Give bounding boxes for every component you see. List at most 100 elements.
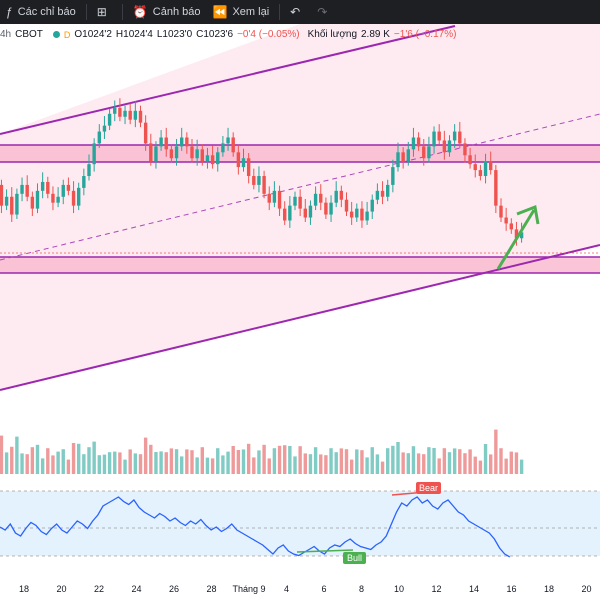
volume-bar <box>293 456 297 474</box>
volume-bar <box>82 454 86 474</box>
candle <box>344 199 349 212</box>
candle <box>324 202 328 215</box>
volume-bar <box>283 445 287 474</box>
volume-bar <box>149 444 153 474</box>
candle <box>190 146 194 159</box>
candle <box>313 193 318 206</box>
volume-bar <box>437 458 441 474</box>
volume-bar <box>123 459 127 474</box>
volume-bar <box>138 454 143 474</box>
candle <box>138 110 143 123</box>
volume-bar <box>478 460 483 474</box>
toolbar-divider <box>85 4 87 20</box>
candle <box>82 176 86 188</box>
price-chart[interactable]: Bear Bull 18 20 22 24 26 28 Tháng 9 4 6 8 10 12 14 16… <box>0 24 600 600</box>
volume-bar <box>252 457 256 474</box>
volume-bar <box>514 452 519 474</box>
candle <box>283 208 287 221</box>
candle <box>463 143 467 156</box>
x-tick-label: 22 <box>94 584 104 594</box>
volume-bar <box>71 443 76 474</box>
volume-bar <box>401 452 405 474</box>
bull-divergence-line <box>296 549 354 553</box>
x-tick-label: 14 <box>469 584 479 594</box>
candle <box>432 131 436 147</box>
volume-bar <box>205 457 210 474</box>
toolbar-divider <box>121 4 123 20</box>
candle <box>514 229 519 239</box>
candle <box>241 158 246 168</box>
volume-bar <box>113 451 117 474</box>
open-value: O1024'2 <box>74 29 112 40</box>
replay-button[interactable]: ⏪ Xem lại <box>207 0 276 24</box>
volume-bar <box>494 429 498 474</box>
rsi-line <box>0 496 511 558</box>
symbol-label[interactable]: CBOT <box>15 29 43 40</box>
candle <box>4 196 9 206</box>
indicators-button[interactable]: ƒ Các chỉ báo <box>0 0 82 24</box>
volume-bar <box>509 451 513 474</box>
candle <box>293 196 297 206</box>
candle <box>396 152 400 168</box>
candle <box>128 110 132 120</box>
alert-button[interactable]: ⏰ Cảnh báo <box>127 0 207 24</box>
support-zone <box>0 257 600 273</box>
candle <box>298 196 302 209</box>
candle <box>458 131 462 144</box>
candle <box>107 113 112 126</box>
volume-bar <box>344 449 349 474</box>
candle <box>180 137 184 147</box>
candle <box>20 184 24 194</box>
candle <box>355 208 359 218</box>
indicators-icon: ƒ <box>6 5 13 19</box>
candle <box>422 146 426 159</box>
candle <box>442 140 447 153</box>
candle <box>252 176 256 185</box>
x-tick-label: 18 <box>19 584 29 594</box>
x-tick-label: 10 <box>394 584 404 594</box>
layout-button[interactable]: ⊞ <box>91 0 118 24</box>
top-toolbar: ƒ Các chỉ báo ⊞ ⏰ Cảnh báo ⏪ Xem lại ↶ ↷ <box>0 0 600 24</box>
candle <box>40 181 45 191</box>
channel-lower-line <box>0 244 600 391</box>
volume-bar <box>51 455 55 474</box>
candle <box>216 152 220 165</box>
undo-icon: ↶ <box>290 5 301 19</box>
high-value: H1024'4 <box>115 29 153 40</box>
candle <box>380 190 385 197</box>
volume-bar <box>174 449 179 474</box>
x-tick-label: 12 <box>431 584 441 594</box>
volume-bar <box>257 450 261 474</box>
bull-label: Bull <box>347 553 362 563</box>
candle <box>365 211 369 221</box>
x-tick-label: 20 <box>56 584 66 594</box>
candle <box>92 143 96 165</box>
undo-button[interactable]: ↶ <box>284 0 311 24</box>
x-tick-label: 24 <box>131 584 141 594</box>
candle <box>386 184 390 197</box>
candle <box>303 208 307 218</box>
volume-bar <box>216 448 220 474</box>
volume-bar <box>422 454 426 474</box>
volume-bar <box>231 446 235 474</box>
candle <box>262 176 266 194</box>
x-tick-label: 26 <box>169 584 179 594</box>
volume-bar <box>221 455 225 474</box>
volume-layer <box>0 429 524 474</box>
volume-bar <box>97 455 101 474</box>
candle <box>447 140 452 153</box>
redo-button[interactable]: ↷ <box>311 0 338 24</box>
candle <box>164 137 168 150</box>
bull-label-box <box>343 552 366 564</box>
candle <box>375 190 380 200</box>
bear-label-box <box>416 482 441 494</box>
volume-bar <box>159 451 163 474</box>
volume-bar <box>319 454 323 474</box>
x-tick-label: 18 <box>544 584 554 594</box>
candle <box>257 176 261 185</box>
bear-label: Bear <box>419 483 438 493</box>
volume-bar <box>432 448 436 474</box>
volume-bar <box>298 446 302 474</box>
volume-bar <box>0 435 4 474</box>
x-tick-label: 20 <box>581 584 591 594</box>
